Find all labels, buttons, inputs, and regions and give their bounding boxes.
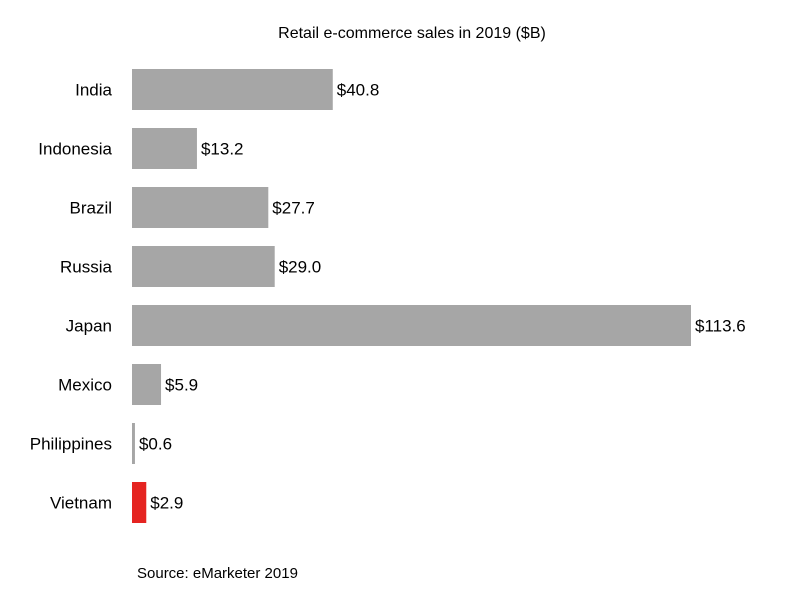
data-label-brazil: $27.7 [272,199,315,218]
data-label-vietnam: $2.9 [150,494,183,513]
bar-brazil [132,187,269,228]
category-label-philippines: Philippines [30,435,112,454]
data-label-mexico: $5.9 [165,376,198,395]
category-label-indonesia: Indonesia [38,140,112,159]
data-label-japan: $113.6 [695,317,746,336]
bar-indonesia [132,128,197,169]
category-label-japan: Japan [66,317,112,336]
bar-russia [132,246,275,287]
data-label-russia: $29.0 [279,258,322,277]
category-label-russia: Russia [60,258,113,277]
category-label-mexico: Mexico [58,376,112,395]
bar-mexico [132,364,162,405]
data-label-philippines: $0.6 [139,435,172,454]
source-note: Source: eMarketer 2019 [137,565,298,582]
chart-title: Retail e-commerce sales in 2019 ($B) [278,25,546,42]
bar-philippines [132,423,135,464]
data-label-indonesia: $13.2 [201,140,244,159]
bar-vietnam [132,482,147,523]
category-label-vietnam: Vietnam [50,494,112,513]
bar-japan [132,305,691,346]
category-label-india: India [75,81,112,100]
bar-india [132,69,333,110]
category-label-brazil: Brazil [69,199,112,218]
data-label-india: $40.8 [337,81,380,100]
